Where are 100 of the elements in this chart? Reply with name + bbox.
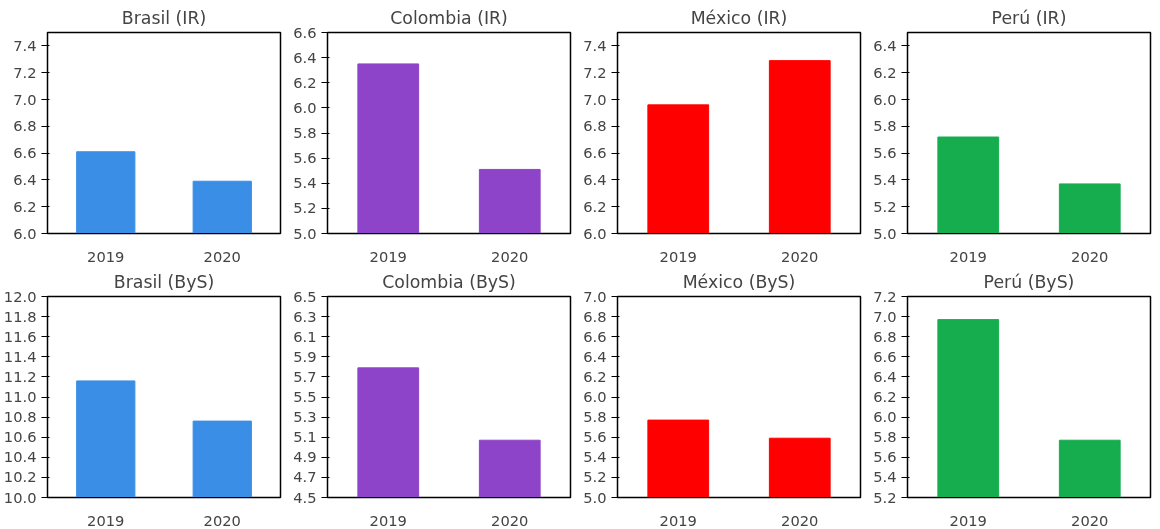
- y-tick-label: 10.0: [3, 488, 37, 506]
- chart-title: Colombia (ByS): [382, 271, 516, 292]
- y-tick-label: 5.6: [293, 149, 317, 167]
- x-tick-label: 2020: [491, 247, 529, 265]
- y-tick-label: 7.0: [873, 307, 897, 325]
- y-tick-label: 6.6: [583, 144, 607, 162]
- x-tick-label: 2019: [369, 247, 407, 265]
- y-tick-label: 5.2: [293, 199, 317, 217]
- chart-title: Brasil (ByS): [113, 271, 215, 292]
- y-tick-label: 5.7: [293, 367, 317, 385]
- y-tick-label: 6.2: [293, 73, 317, 91]
- y-tick-label: 5.8: [873, 117, 897, 135]
- y-tick-label: 6.0: [873, 90, 897, 108]
- y-tick-label: 6.8: [583, 117, 607, 135]
- y-tick-label: 6.4: [583, 170, 607, 188]
- y-tick-label: 5.8: [293, 124, 317, 141]
- y-tick-label: 6.0: [583, 388, 607, 405]
- y-tick-label: 11.4: [3, 347, 37, 365]
- y-tick-label: 5.6: [873, 448, 897, 466]
- y-tick-label: 6.2: [583, 367, 607, 385]
- y-tick-label: 5.6: [873, 144, 897, 162]
- y-tick-label: 5.2: [583, 468, 607, 486]
- y-tick-label: 6.0: [293, 98, 317, 116]
- y-tick-label: 7.0: [583, 90, 607, 108]
- y-tick-label: 6.6: [293, 23, 317, 41]
- chart-title: Colombia (IR): [390, 7, 508, 28]
- x-tick-label: 2019: [659, 247, 697, 265]
- y-tick-label: 6.5: [293, 287, 317, 305]
- chart-title: Perú (IR): [991, 7, 1067, 28]
- y-tick-label: 6.2: [583, 197, 607, 215]
- y-tick-label: 6.2: [873, 388, 897, 405]
- x-tick-label: 2020: [781, 247, 819, 265]
- y-tick-label: 6.1: [293, 327, 317, 345]
- x-tick-label: 2019: [87, 247, 125, 265]
- y-tick-label: 10.2: [3, 468, 37, 486]
- x-tick-label: 2019: [949, 511, 987, 529]
- y-tick-label: 5.9: [293, 347, 317, 365]
- y-tick-label: 7.0: [583, 287, 607, 305]
- y-tick-label: 4.7: [293, 468, 317, 486]
- chart-title: México (ByS): [682, 271, 796, 292]
- y-tick-label: 6.8: [13, 117, 37, 135]
- y-tick-label: 5.8: [583, 408, 607, 426]
- y-tick-label: 5.2: [873, 488, 897, 506]
- y-tick-label: 7.4: [583, 36, 607, 54]
- y-tick-label: 6.0: [873, 408, 897, 426]
- y-tick-label: 5.8: [873, 428, 897, 446]
- x-tick-label: 2020: [203, 247, 241, 265]
- y-tick-label: 6.4: [873, 367, 897, 385]
- y-tick-label: 5.2: [873, 197, 897, 215]
- y-tick-label: 7.0: [13, 90, 37, 108]
- y-tick-label: 5.0: [583, 488, 607, 506]
- x-tick-label: 2020: [1071, 247, 1109, 265]
- y-tick-label: 6.8: [583, 307, 607, 325]
- y-tick-label: 5.0: [873, 224, 897, 242]
- y-tick-label: 6.8: [873, 327, 897, 345]
- y-tick-label: 6.2: [13, 197, 37, 215]
- y-tick-label: 6.4: [293, 48, 317, 66]
- y-tick-label: 10.8: [3, 408, 37, 426]
- y-tick-label: 5.4: [583, 448, 607, 466]
- x-tick-label: 2019: [949, 247, 987, 265]
- x-tick-label: 2019: [369, 511, 407, 529]
- y-tick-label: 6.3: [293, 307, 317, 325]
- y-tick-label: 4.5: [293, 488, 317, 506]
- y-tick-label: 7.4: [13, 36, 37, 54]
- y-tick-label: 11.2: [3, 367, 37, 385]
- y-tick-label: 11.6: [3, 327, 37, 345]
- y-tick-label: 4.9: [293, 448, 317, 466]
- y-tick-label: 6.6: [873, 347, 897, 365]
- y-tick-label: 5.3: [293, 408, 317, 426]
- y-tick-label: 7.2: [583, 63, 607, 81]
- y-tick-label: 5.5: [293, 388, 317, 405]
- y-tick-label: 5.1: [293, 428, 317, 446]
- y-tick-label: 11.0: [3, 388, 37, 405]
- y-tick-label: 7.2: [13, 63, 37, 81]
- x-tick-label: 2019: [659, 511, 697, 529]
- y-tick-label: 10.6: [3, 428, 37, 446]
- x-tick-label: 2019: [87, 511, 125, 529]
- y-tick-label: 10.4: [3, 448, 37, 466]
- y-tick-label: 11.8: [3, 307, 37, 325]
- y-tick-label: 6.4: [583, 347, 607, 365]
- y-tick-label: 5.0: [293, 224, 317, 242]
- chart-title: México (IR): [690, 7, 788, 28]
- y-tick-label: 5.4: [873, 170, 897, 188]
- x-tick-label: 2020: [781, 511, 819, 529]
- y-tick-label: 6.4: [13, 170, 37, 188]
- y-tick-label: 6.6: [583, 327, 607, 345]
- x-tick-label: 2020: [1071, 511, 1109, 529]
- y-tick-label: 12.0: [3, 287, 37, 305]
- y-tick-label: 7.2: [873, 287, 897, 305]
- y-tick-label: 6.0: [13, 224, 37, 242]
- y-tick-label: 6.6: [13, 144, 37, 162]
- y-tick-label: 6.4: [873, 36, 897, 54]
- y-tick-label: 6.2: [873, 63, 897, 81]
- chart-title: Perú (ByS): [983, 271, 1075, 292]
- y-tick-label: 5.6: [583, 428, 607, 446]
- y-tick-label: 6.0: [583, 224, 607, 242]
- chart-title: Brasil (IR): [121, 7, 207, 28]
- x-tick-label: 2020: [491, 511, 529, 529]
- y-tick-label: 5.4: [873, 468, 897, 486]
- x-tick-label: 2020: [203, 511, 241, 529]
